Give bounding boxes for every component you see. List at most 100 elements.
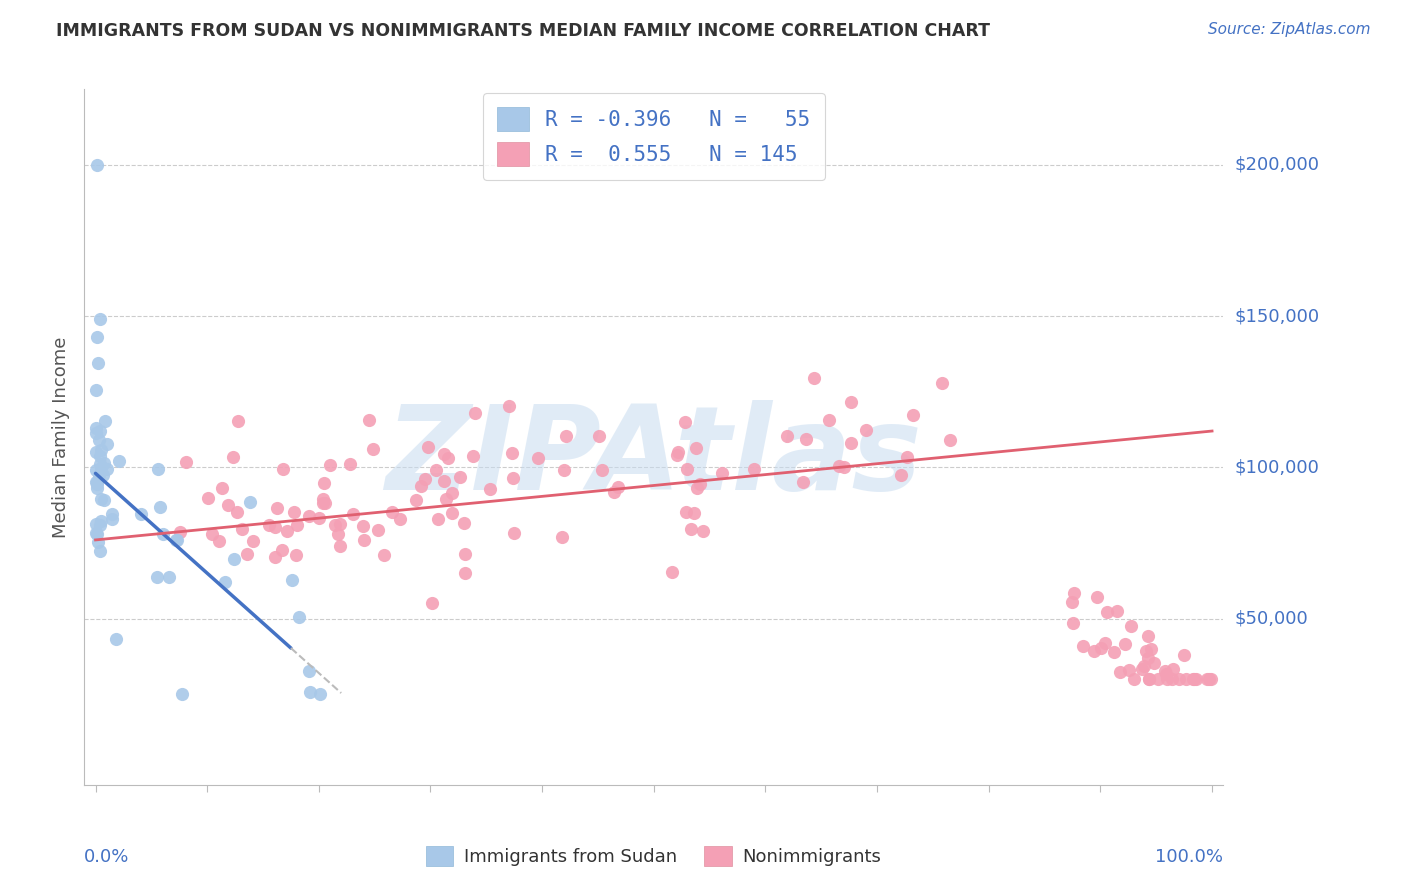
Point — [555, 429, 578, 443]
Point — [359, 413, 381, 427]
Point — [308, 511, 330, 525]
Point — [1121, 618, 1143, 632]
Point — [170, 687, 193, 701]
Point — [152, 527, 174, 541]
Point — [87, 468, 110, 483]
Point — [86, 475, 108, 489]
Point — [96, 461, 118, 475]
Point — [264, 520, 287, 534]
Point — [285, 518, 308, 533]
Point — [217, 498, 239, 512]
Point — [174, 455, 197, 469]
Point — [323, 518, 346, 533]
Point — [342, 507, 364, 521]
Point — [314, 496, 336, 510]
Point — [298, 665, 321, 679]
Point — [413, 472, 436, 486]
Point — [503, 525, 526, 540]
Point — [1174, 672, 1197, 686]
Point — [131, 507, 153, 521]
Point — [711, 466, 734, 480]
Point — [84, 517, 107, 532]
Point — [90, 491, 112, 506]
Point — [1136, 651, 1159, 665]
Point — [434, 492, 457, 507]
Point — [603, 485, 626, 500]
Text: $100,000: $100,000 — [1234, 458, 1319, 476]
Point — [328, 517, 350, 532]
Point — [157, 570, 180, 584]
Point — [104, 632, 127, 647]
Point — [89, 449, 111, 463]
Point — [526, 451, 548, 466]
Point — [361, 442, 384, 456]
Point — [1085, 590, 1108, 604]
Point — [742, 461, 765, 475]
Point — [1060, 595, 1083, 609]
Point — [453, 516, 475, 531]
Point — [682, 507, 704, 521]
Point — [818, 413, 841, 427]
Point — [440, 486, 463, 500]
Point — [1153, 664, 1175, 678]
Point — [90, 514, 112, 528]
Point — [1062, 615, 1084, 630]
Text: $150,000: $150,000 — [1234, 307, 1319, 325]
Point — [1135, 644, 1157, 658]
Point — [411, 479, 433, 493]
Point — [276, 524, 298, 538]
Point — [1184, 672, 1206, 686]
Point — [257, 517, 280, 532]
Point — [1195, 672, 1218, 686]
Point — [339, 457, 361, 471]
Point — [832, 459, 855, 474]
Point — [896, 450, 918, 464]
Point — [96, 437, 118, 451]
Point — [283, 505, 305, 519]
Point — [461, 449, 484, 463]
Point — [86, 475, 108, 489]
Point — [1071, 640, 1094, 654]
Legend: Immigrants from Sudan, Nonimmigrants: Immigrants from Sudan, Nonimmigrants — [419, 839, 889, 873]
Point — [776, 429, 799, 443]
Text: IMMIGRANTS FROM SUDAN VS NONIMMIGRANTS MEDIAN FAMILY INCOME CORRELATION CHART: IMMIGRANTS FROM SUDAN VS NONIMMIGRANTS M… — [56, 22, 990, 40]
Point — [165, 533, 187, 547]
Point — [298, 508, 321, 523]
Point — [794, 432, 817, 446]
Point — [263, 549, 285, 564]
Point — [1114, 637, 1136, 651]
Point — [281, 573, 304, 587]
Point — [108, 453, 131, 467]
Point — [839, 435, 862, 450]
Point — [1182, 672, 1205, 686]
Point — [86, 158, 108, 172]
Point — [329, 540, 352, 554]
Text: ZIPAtlas: ZIPAtlas — [385, 401, 922, 516]
Point — [1063, 586, 1085, 600]
Point — [1094, 636, 1116, 650]
Point — [437, 451, 460, 466]
Point — [1173, 648, 1195, 662]
Point — [433, 474, 456, 488]
Point — [89, 457, 111, 471]
Point — [166, 533, 188, 547]
Point — [673, 415, 696, 429]
Point — [148, 461, 170, 475]
Point — [1161, 662, 1184, 676]
Point — [214, 575, 236, 590]
Point — [94, 413, 117, 427]
Point — [828, 458, 851, 473]
Point — [689, 477, 711, 491]
Point — [890, 468, 912, 483]
Point — [236, 547, 259, 561]
Point — [502, 471, 524, 485]
Point — [89, 518, 111, 533]
Point — [319, 458, 342, 473]
Point — [312, 492, 335, 507]
Text: Source: ZipAtlas.com: Source: ZipAtlas.com — [1208, 22, 1371, 37]
Point — [146, 570, 169, 584]
Point — [422, 597, 444, 611]
Point — [1167, 672, 1189, 686]
Point — [169, 525, 191, 540]
Point — [353, 533, 375, 548]
